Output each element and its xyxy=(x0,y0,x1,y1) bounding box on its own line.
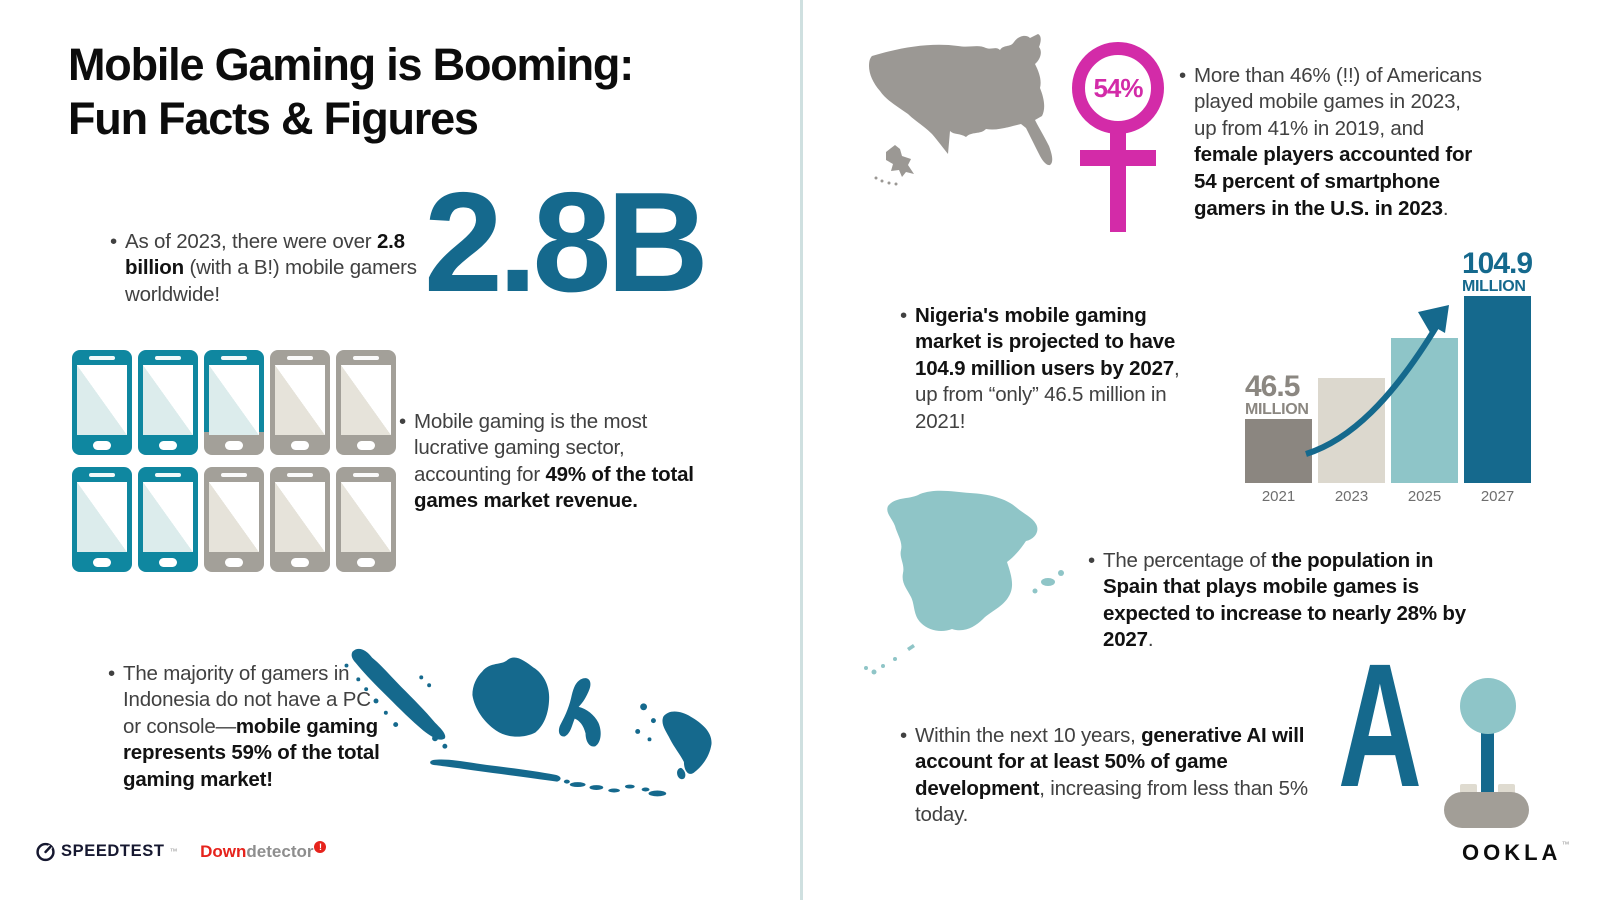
fact-indonesia: The majority of gamers in Indonesia do n… xyxy=(108,661,385,794)
spain-map xyxy=(864,490,1064,675)
title-line-1: Mobile Gaming is Booming: xyxy=(68,39,634,90)
phone-icon-gray xyxy=(204,467,264,572)
joystick-ball-icon xyxy=(1460,678,1516,734)
title-line-2: Fun Facts & Figures xyxy=(68,93,479,144)
usa-map xyxy=(869,34,1053,186)
page-title: Mobile Gaming is Booming: Fun Facts & Fi… xyxy=(68,38,634,146)
female-icon-circle: 54% xyxy=(1072,42,1164,134)
chart-end-label: 104.9 MILLION xyxy=(1462,247,1533,295)
growth-arrow-icon xyxy=(1305,305,1449,457)
joystick-button-icon xyxy=(1498,784,1515,794)
female-icon-stem xyxy=(1110,132,1126,232)
ai-letter: A xyxy=(1338,628,1422,824)
fact-ai: Within the next 10 years, generative AI … xyxy=(900,723,1315,830)
speedtest-logo: SPEEDTEST ™ xyxy=(35,841,178,862)
female-icon-crossbar xyxy=(1080,150,1156,166)
phone-icon-gray xyxy=(336,350,396,455)
female-percent-stat: 54% xyxy=(1093,72,1143,103)
phone-icon-gray xyxy=(270,467,330,572)
phone-icon-gray xyxy=(270,350,330,455)
footer-brand-logos: SPEEDTEST ™ Downdetector! xyxy=(35,840,327,862)
fact-nigeria: Nigeria's mobile gaming market is projec… xyxy=(900,303,1187,436)
speedtest-gauge-icon xyxy=(36,842,55,862)
fact-lucrative: Mobile gaming is the most lucrative gami… xyxy=(399,409,714,516)
indonesia-map xyxy=(344,648,712,797)
bar-2027: 2027 xyxy=(1464,248,1531,505)
joystick-button-icon xyxy=(1460,784,1477,794)
ai-joystick-icon: A xyxy=(1332,628,1547,835)
phone-icon-teal xyxy=(72,467,132,572)
phone-icon-teal xyxy=(138,467,198,572)
phone-icon-teal xyxy=(138,350,198,455)
fact-gamers: As of 2023, there were over 2.8 billion … xyxy=(110,229,437,309)
chart-start-label: 46.5 MILLION xyxy=(1245,370,1309,418)
center-divider xyxy=(800,0,803,900)
bar-2021: 2021 xyxy=(1245,248,1312,505)
speedtest-wordmark: SPEEDTEST xyxy=(61,842,165,860)
fact-us: More than 46% (!!) of Americans played m… xyxy=(1179,63,1486,223)
joystick-base-icon xyxy=(1444,792,1529,828)
joystick-stick-icon xyxy=(1481,730,1494,802)
bar-2025: 2025 xyxy=(1391,248,1458,505)
big-stat-2-8b: 2.8B xyxy=(424,163,709,322)
phone-grid xyxy=(72,350,396,572)
phone-icon-split xyxy=(204,350,264,455)
phone-icon-gray xyxy=(336,467,396,572)
ookla-logo: OOKLA™ xyxy=(1462,840,1574,865)
fact-spain: The percentage of the population in Spai… xyxy=(1088,548,1475,655)
exclamation-badge-icon: ! xyxy=(314,840,327,853)
phone-icon-teal xyxy=(72,350,132,455)
downdetector-logo: Downdetector! xyxy=(200,840,327,862)
female-gender-icon: 54% xyxy=(1072,42,1164,232)
